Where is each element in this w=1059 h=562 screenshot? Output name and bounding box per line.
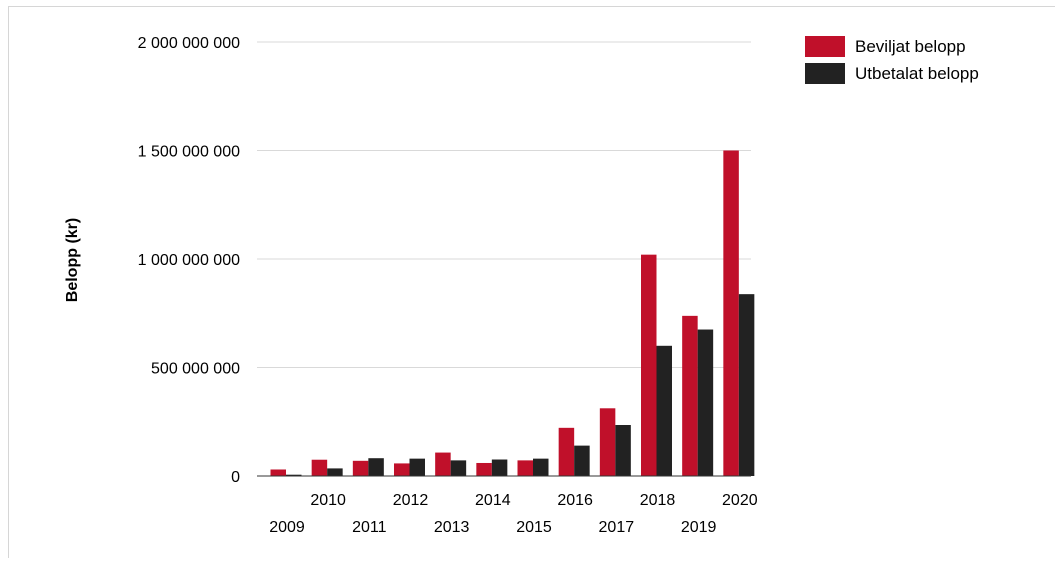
bar-utbetalat (697, 329, 714, 476)
x-tick-label: 2014 (475, 492, 511, 509)
legend-label: Utbetalat belopp (855, 64, 979, 83)
x-tick-label: 2011 (352, 519, 387, 536)
bar-beviljat (311, 459, 328, 476)
x-tick-label: 2018 (640, 492, 676, 509)
bar-utbetalat (656, 345, 672, 476)
legend-swatch (805, 63, 845, 84)
x-axis-ticks: 2009 2010 2011 2012 2013 2014 2015 2016 2017 2018… (269, 492, 758, 536)
y-axis-ticks: 0 500 000 000 1 000 000 000 1 500 000 000 2 … (138, 35, 240, 486)
x-tick-label: 2016 (557, 492, 593, 509)
x-tick-label: 2010 (310, 492, 346, 509)
y-tick-label: 2 000 000 000 (138, 35, 240, 52)
x-tick-label: 2020 (722, 492, 758, 509)
bar-beviljat (476, 462, 492, 476)
legend-label: Beviljat belopp (855, 37, 966, 56)
bar-beviljat (435, 452, 451, 476)
x-tick-label: 2013 (434, 519, 470, 536)
legend-swatch (805, 36, 845, 57)
y-tick-label: 1 500 000 000 (138, 144, 240, 161)
chart-frame (8, 6, 1055, 558)
bar-utbetalat (286, 474, 302, 476)
bar-beviljat (394, 463, 410, 476)
bar-utbetalat (615, 425, 631, 476)
grid-lines (257, 41, 751, 368)
legend: Beviljat belopp Utbetalat belopp (805, 36, 979, 84)
x-tick-label: 2017 (599, 519, 635, 536)
bar-beviljat (641, 254, 657, 476)
y-tick-label: 500 000 000 (151, 361, 240, 378)
bar-utbetalat (409, 458, 425, 476)
bar-utbetalat (368, 458, 384, 476)
x-tick-label: 2019 (681, 519, 717, 536)
bar-beviljat (599, 408, 616, 476)
x-tick-label: 2009 (269, 519, 305, 536)
x-tick-label: 2012 (393, 492, 429, 509)
y-axis-label: Belopp (kr) (64, 218, 81, 302)
bar-beviljat (270, 469, 286, 476)
y-tick-label: 0 (231, 469, 240, 486)
bar-beviljat (352, 460, 369, 476)
bar-utbetalat (491, 459, 508, 476)
bar-utbetalat (327, 468, 343, 476)
bar-beviljat (682, 315, 698, 476)
bar-beviljat (558, 427, 575, 476)
bar-beviljat (517, 460, 533, 476)
bar-utbetalat (738, 294, 755, 476)
bar-utbetalat (574, 445, 590, 476)
bars (270, 150, 755, 476)
bar-utbetalat (533, 458, 549, 476)
bar-beviljat (723, 150, 739, 476)
bar-utbetalat (450, 460, 467, 476)
y-tick-label: 1 000 000 000 (138, 252, 240, 269)
x-tick-label: 2015 (516, 519, 552, 536)
